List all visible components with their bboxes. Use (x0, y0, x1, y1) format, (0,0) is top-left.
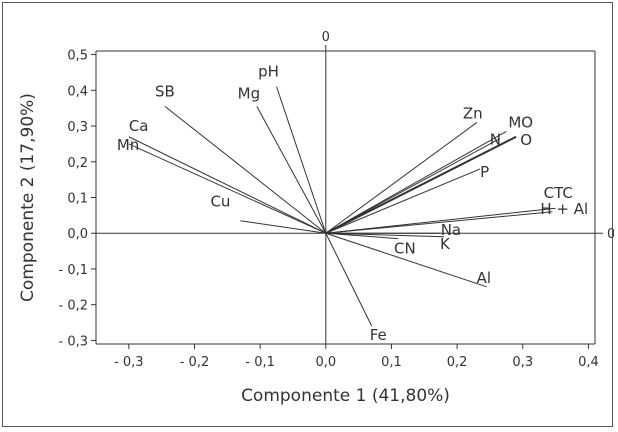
y-tick-label: 0,0 (67, 227, 88, 242)
x-tick-label: - 0,2 (180, 355, 210, 370)
y-axis-ticks: - 0,3 - 0,2 - 0,1 0,0 0,1 0,2 0,3 0,4 0,5 (59, 49, 96, 349)
vector-label-h-al: H + Al (540, 200, 588, 218)
chart-frame: - 0,3- 0,2- 0,1 0,0 0,1 0,2 0,3 0,4 - 0,3- 0,… (2, 2, 615, 427)
vector-label-ca: Ca (129, 117, 149, 135)
x-tick-label: 0,1 (381, 355, 402, 370)
vector-label-mo: MO (508, 113, 533, 131)
x-tick-label: 0,3 (512, 355, 533, 370)
pca-biplot: - 0,3- 0,2- 0,1 0,0 0,1 0,2 0,3 0,4 - 0,3- 0,… (18, 30, 615, 406)
vector-mn (128, 143, 327, 234)
vector-label-zn: Zn (463, 104, 483, 122)
vector-h-al (325, 211, 553, 234)
vector-zn (325, 122, 478, 234)
vector-al (325, 232, 487, 288)
vector-ca (128, 136, 327, 234)
vector-label-cn: CN (394, 240, 416, 258)
vector-mg (256, 106, 327, 234)
y-tick-label: - 0,2 (59, 299, 89, 314)
vector-label-n: N (490, 131, 501, 149)
x-tick-label: 0,2 (447, 355, 468, 370)
x-tick-label: - 0,3 (114, 355, 144, 370)
vector-label-al: Al (477, 269, 491, 287)
vector-cu (240, 220, 326, 234)
x-axis-title: Componente 1 (41,80%) (241, 386, 450, 406)
vector-fe (325, 233, 373, 327)
y-tick-label: - 0,3 (59, 334, 89, 349)
y-axis-title: Componente 2 (17,90%) (18, 93, 38, 302)
y-tick-label: - 0,1 (59, 263, 89, 278)
y-tick-label: 0,5 (67, 49, 88, 64)
vector-ph (276, 86, 327, 234)
y-tick-label: 0,3 (67, 120, 88, 135)
y-tick-label: 0,2 (67, 156, 88, 171)
vector-p (325, 168, 481, 234)
vector-label-sb: SB (155, 82, 175, 100)
vector-o (325, 135, 517, 235)
vector-label-k: K (440, 235, 451, 253)
vector-label-p: P (480, 163, 489, 181)
vector-k (325, 232, 445, 238)
axes-group (95, 50, 596, 345)
vector-label-cu: Cu (210, 193, 230, 211)
y-tick-label: 0,1 (67, 192, 88, 207)
y-tick-label: 0,4 (67, 84, 88, 99)
vector-label-o: O (520, 131, 532, 149)
vector-label-ctc: CTC (544, 184, 573, 202)
loading-vectors (128, 86, 556, 327)
x-tick-label: - 0,1 (245, 355, 275, 370)
vector-ctc (325, 207, 556, 234)
horizontal-reference-label: 0 (607, 227, 614, 242)
vertical-reference-label: 0 (322, 30, 330, 45)
vector-label-fe: Fe (370, 326, 387, 344)
vector-mo (325, 130, 507, 234)
vector-label-mn: Mn (117, 136, 139, 154)
vector-label-ph: pH (258, 63, 279, 81)
x-tick-label: 0,4 (578, 355, 599, 370)
vector-label-na: Na (441, 221, 461, 239)
vector-label-mg: Mg (238, 84, 260, 102)
x-axis-ticks: - 0,3 - 0,2 - 0,1 0,0 0,1 0,2 0,3 0,4 (114, 344, 599, 370)
vector-cn (325, 232, 399, 240)
vector-sb (164, 105, 327, 234)
x-tick-label: 0,0 (315, 355, 336, 370)
